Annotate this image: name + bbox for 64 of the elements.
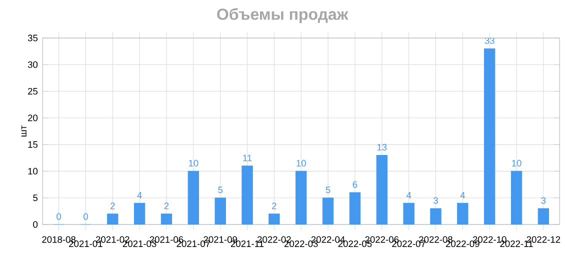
bar (214, 198, 226, 225)
x-tick-label: 2022-09 (446, 240, 480, 248)
x-tick-label: 2022-08 (419, 236, 452, 243)
x-tick-label: 2021-01 (69, 240, 102, 248)
data-label: 10 (296, 160, 306, 167)
bar (430, 208, 442, 225)
x-tick-label: 2022-06 (365, 236, 399, 243)
data-label: 3 (434, 197, 438, 204)
y-axis-title: шт (21, 126, 26, 137)
bar (349, 192, 361, 225)
y-tick-label: 30 (28, 61, 38, 68)
bar (134, 203, 146, 225)
y-tick-label: 0 (33, 221, 38, 228)
x-tick-label: 2021-03 (122, 240, 156, 248)
x-tick-label: 2022-05 (338, 240, 372, 248)
x-tick-label: 2021-07 (176, 240, 210, 248)
bar (296, 171, 307, 225)
y-tick-label: 15 (28, 141, 38, 148)
x-tick-label: 2022-11 (500, 240, 533, 248)
data-label: 10 (188, 160, 198, 167)
bar (107, 214, 118, 225)
data-label: 13 (377, 144, 387, 151)
data-label: 4 (460, 192, 465, 199)
bar (510, 171, 522, 225)
x-tick-label: 2022-07 (392, 240, 426, 248)
x-tick-label: 2021-02 (96, 236, 130, 243)
bar (188, 171, 200, 225)
bar (484, 48, 496, 225)
data-label: 2 (164, 202, 169, 210)
data-label: 5 (326, 186, 330, 194)
bar (160, 214, 172, 225)
x-tick-label: 2022-02 (258, 236, 291, 243)
bar (322, 198, 334, 225)
data-label: 5 (218, 186, 223, 194)
x-tick-label: 2021-11 (230, 240, 264, 248)
y-tick-label: 20 (28, 114, 38, 122)
data-label: 2 (110, 202, 115, 210)
data-label: 0 (56, 213, 62, 220)
data-label: 11 (243, 154, 252, 162)
bar (376, 155, 388, 225)
bar (457, 203, 468, 225)
x-tick-label: 2022-04 (311, 236, 345, 243)
x-tick-label: 2021-06 (150, 236, 184, 243)
data-label: 10 (512, 160, 522, 167)
x-tick-label: 2022-10 (472, 236, 506, 243)
y-tick-label: 35 (28, 34, 38, 42)
data-label: 3 (541, 197, 546, 204)
bar (403, 203, 414, 225)
data-label: 0 (83, 213, 88, 220)
data-label: 4 (406, 192, 412, 199)
x-tick-label: 2022-03 (284, 240, 318, 248)
x-tick-label: 2018-08 (42, 236, 76, 243)
bar (242, 166, 253, 225)
y-tick-label: 10 (28, 168, 38, 175)
bar (268, 214, 280, 225)
x-tick-label: 2022-12 (526, 236, 560, 243)
chart-title: Объемы продаж (217, 8, 348, 24)
bar (538, 208, 550, 225)
data-label: 2 (272, 202, 276, 210)
y-tick-label: 5 (33, 194, 38, 202)
x-tick-label: 2021-09 (204, 236, 238, 243)
y-tick-label: 25 (28, 88, 38, 95)
data-label: 6 (352, 181, 358, 188)
data-label: 4 (137, 192, 142, 199)
